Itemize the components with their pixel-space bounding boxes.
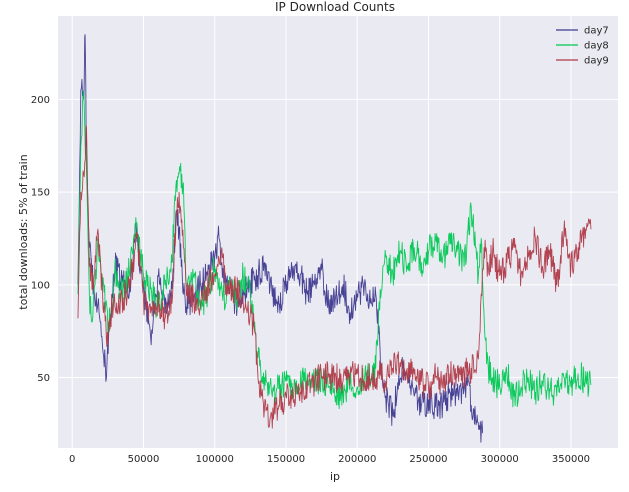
x-axis-label: ip — [330, 470, 340, 483]
legend-label-day8: day8 — [584, 41, 609, 52]
x-tick-label: 300000 — [481, 454, 519, 465]
chart-title: IP Download Counts — [275, 0, 395, 14]
y-tick-label: 50 — [37, 373, 50, 384]
x-tick-label: 0 — [69, 454, 75, 465]
grid — [58, 16, 618, 448]
x-tick-label: 50000 — [128, 454, 160, 465]
legend: day7 day8 day9 — [556, 26, 609, 67]
x-tick-label: 200000 — [338, 454, 376, 465]
series-line-day8 — [77, 89, 592, 410]
y-tick-label: 200 — [31, 95, 50, 106]
series-line-day9 — [77, 124, 592, 429]
series-line-day7 — [77, 34, 484, 443]
x-tick-label: 100000 — [196, 454, 234, 465]
legend-label-day7: day7 — [584, 26, 609, 37]
series-layer — [77, 34, 592, 443]
x-tick-label: 250000 — [409, 454, 447, 465]
x-tick-label: 150000 — [267, 454, 305, 465]
ticks: 0 50000 100000 150000 200000 250000 300000 3500… — [31, 95, 590, 465]
y-tick-label: 100 — [31, 280, 50, 291]
legend-label-day9: day9 — [584, 56, 609, 67]
y-tick-label: 150 — [31, 188, 50, 199]
y-axis-label: total downloads: 5% of train — [17, 154, 30, 309]
x-tick-label: 350000 — [552, 454, 590, 465]
